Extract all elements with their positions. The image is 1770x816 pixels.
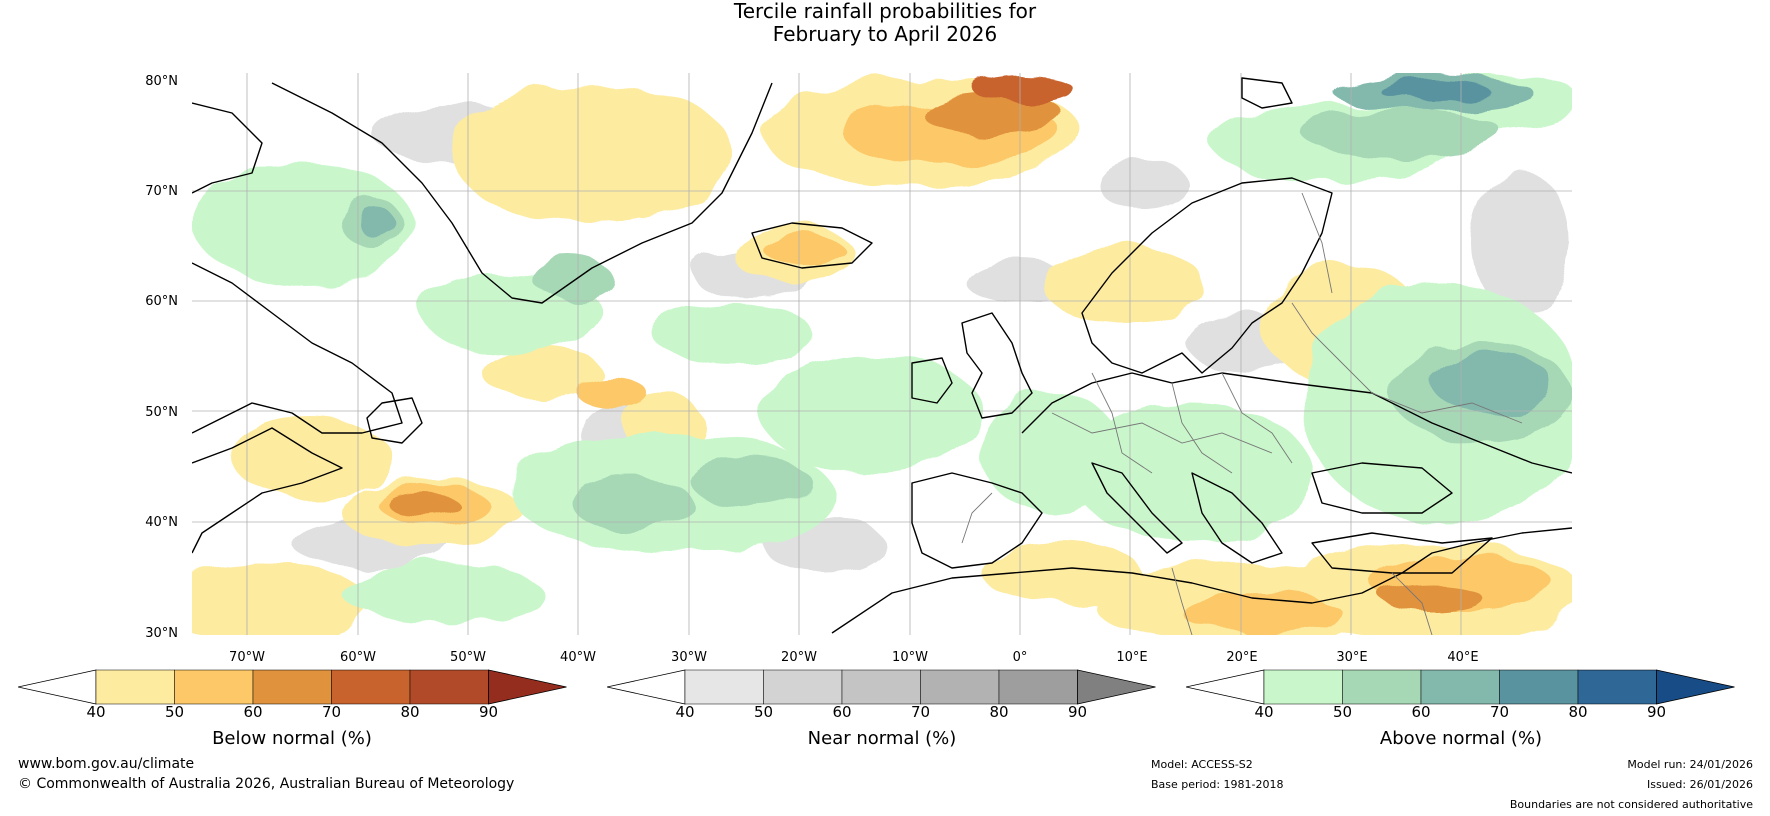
colorbar-segment (252, 669, 332, 705)
scandinavia-coast (1081, 177, 1333, 374)
colorbar-label-near: Near normal (%) (807, 728, 957, 749)
africa-coast (831, 527, 1572, 634)
footer-disclaimer: Boundaries are not considered authoritat… (1509, 798, 1753, 811)
lat-label: 40°N (145, 515, 178, 530)
lon-label: 30°W (671, 650, 707, 665)
footer-copyright: © Commonwealth of Australia 2026, Austra… (18, 776, 515, 792)
colorbar-tick-label: 50 (164, 703, 185, 721)
labrador-coast (192, 262, 403, 434)
colorbar-tick-label: 60 (243, 703, 263, 721)
colorbar-low-extend (607, 669, 686, 705)
lon-label: 70°W (229, 650, 265, 665)
colorbar-tick-label: 90 (478, 703, 499, 721)
footer-base-period: Base period: 1981-2018 (1151, 778, 1284, 791)
lon-label: 50°W (450, 650, 486, 665)
colorbar-label-above: Above normal (%) (1379, 728, 1543, 749)
colorbar-segment (998, 669, 1078, 705)
colorbar-tick-label: 50 (753, 703, 774, 721)
svalbard-coast (1241, 77, 1293, 109)
colorbar-high-extend (488, 669, 567, 705)
lon-label: 30°E (1336, 650, 1368, 665)
lat-label: 50°N (145, 405, 178, 420)
lon-label: 20°W (781, 650, 817, 665)
colorbar-label-below: Below normal (%) (212, 728, 372, 749)
colorbar-tick-label: 80 (989, 703, 1009, 721)
lat-label: 60°N (145, 294, 178, 309)
colorbar-segment (1420, 669, 1500, 705)
footer-issued: Issued: 26/01/2026 (1646, 778, 1753, 791)
colorbar-near-normal (607, 669, 1156, 705)
colorbar-tick-label: 90 (1646, 703, 1667, 721)
footer-model-run: Model run: 24/01/2026 (1627, 758, 1753, 771)
lon-label: 10°W (892, 650, 928, 665)
colorbar-above-normal (1186, 669, 1735, 705)
greenland-coast (271, 82, 773, 304)
newfoundland-coast (366, 397, 423, 444)
colorbar-segment (841, 669, 921, 705)
colorbar-segment (1342, 669, 1422, 705)
lon-label: 20°E (1226, 650, 1258, 665)
colorbar-tick-label: 50 (1332, 703, 1353, 721)
black-sea-coast (1311, 462, 1453, 514)
lat-label: 80°N (145, 74, 178, 89)
lon-label: 40°E (1447, 650, 1479, 665)
colorbar-high-extend (1656, 669, 1735, 705)
anatolia-coast (1311, 532, 1493, 574)
title-line-1: Tercile rainfall probabilities for (733, 0, 1037, 23)
iceland-coast (751, 222, 873, 269)
colorbar-segment (1263, 669, 1343, 705)
colorbar-tick-label: 40 (1254, 703, 1274, 721)
rainfall-probability-map (192, 73, 1572, 635)
lat-label: 30°N (145, 626, 178, 641)
colorbar-segment (1499, 669, 1579, 705)
colorbar-high-extend (1077, 669, 1156, 705)
iberia-coast (911, 472, 1043, 569)
lon-label: 60°W (340, 650, 376, 665)
probability-shading (192, 73, 1572, 635)
colorbar-below-normal (18, 669, 567, 705)
colorbar-segment (174, 669, 254, 705)
colorbar-low-extend (1186, 669, 1265, 705)
colorbar-tick-label: 40 (675, 703, 695, 721)
colorbar-tick-label: 60 (832, 703, 852, 721)
colorbar-segment (684, 669, 764, 705)
colorbar-segment (1577, 669, 1657, 705)
colorbar-tick-label: 90 (1067, 703, 1088, 721)
baffin-coast (192, 102, 263, 194)
footer-url[interactable]: www.bom.gov.au/climate (18, 756, 195, 772)
lon-label: 10°E (1116, 650, 1148, 665)
colorbar-segment (763, 669, 843, 705)
gb-coast (961, 312, 1033, 419)
chart-title: Tercile rainfall probabilities for Febru… (0, 0, 1770, 46)
colorbar-low-extend (18, 669, 97, 705)
north-america-coast (192, 427, 343, 554)
country-borders (961, 192, 1523, 635)
colorbar-segment (331, 669, 411, 705)
ireland-coast (911, 357, 953, 404)
lat-label: 70°N (145, 184, 178, 199)
colorbar-segment (920, 669, 1000, 705)
italy-coast (1091, 462, 1183, 554)
balkans-coast (1191, 472, 1283, 564)
colorbar-tick-label: 40 (86, 703, 106, 721)
colorbar-segment (409, 669, 489, 705)
coastlines (192, 77, 1572, 634)
footer-model: Model: ACCESS-S2 (1151, 758, 1253, 771)
lon-label: 0° (1012, 650, 1028, 665)
colorbar-tick-label: 70 (910, 703, 931, 721)
colorbar-tick-label: 80 (1568, 703, 1588, 721)
colorbar-tick-label: 60 (1411, 703, 1431, 721)
graticule (192, 73, 1572, 635)
europe-coast (1021, 372, 1572, 474)
colorbar-tick-label: 70 (321, 703, 342, 721)
colorbar-tick-label: 70 (1489, 703, 1510, 721)
colorbar-tick-label: 80 (400, 703, 420, 721)
colorbar-segment (95, 669, 175, 705)
title-line-2: February to April 2026 (772, 22, 998, 46)
lon-label: 40°W (560, 650, 596, 665)
